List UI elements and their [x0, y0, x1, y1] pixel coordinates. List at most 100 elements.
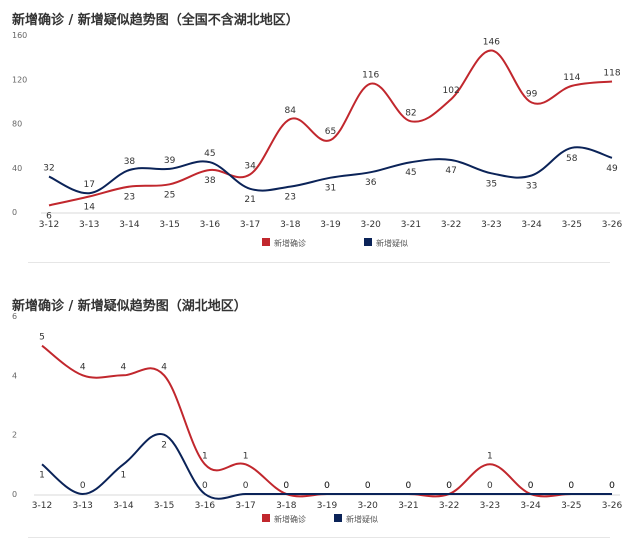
- data-label: 0: [487, 481, 493, 491]
- data-label: 49: [606, 164, 618, 174]
- x-tick-label: 3-15: [159, 220, 179, 230]
- y-tick-label: 6: [12, 312, 17, 321]
- data-label: 36: [365, 178, 377, 188]
- x-tick-label: 3-25: [561, 501, 581, 511]
- data-label: 45: [405, 168, 416, 178]
- x-tick-label: 3-13: [79, 220, 99, 230]
- x-tick-label: 3-20: [360, 220, 381, 230]
- x-tick-label: 3-26: [602, 501, 623, 511]
- data-label: 118: [603, 68, 620, 78]
- data-label: 114: [563, 73, 580, 83]
- data-label: 0: [609, 481, 615, 491]
- data-label: 0: [446, 481, 452, 491]
- data-label: 1: [202, 451, 208, 461]
- x-tick-label: 3-17: [240, 220, 260, 230]
- data-label: 39: [164, 156, 176, 166]
- data-label: 82: [405, 108, 416, 118]
- data-label: 102: [443, 86, 460, 96]
- chart-title: 新增确诊 / 新增疑似趋势图（全国不含湖北地区）: [12, 13, 299, 28]
- series-line-confirmed: [41, 344, 612, 498]
- chart-national: 0 40 80 120 160 3-12 3-13 3-14 3-15 3-16 3-17 3-18 3…: [12, 31, 623, 248]
- legend-item-suspected: 新增疑似: [364, 238, 408, 248]
- series-line-confirmed: [48, 49, 613, 207]
- data-label: 1: [121, 470, 127, 480]
- legend-swatch: [334, 514, 342, 522]
- y-tick-label: 2: [12, 431, 17, 440]
- x-tick-label: 3-14: [113, 501, 134, 511]
- y-tick-label: 40: [12, 164, 22, 173]
- divider: [28, 262, 610, 263]
- data-label: 17: [83, 180, 94, 190]
- x-tick-label: 3-17: [235, 501, 255, 511]
- data-label: 0: [365, 481, 371, 491]
- data-label: 14: [83, 203, 95, 213]
- data-label: 0: [283, 481, 289, 491]
- data-label: 0: [283, 481, 289, 491]
- data-label: 146: [483, 37, 500, 47]
- data-label: 0: [324, 481, 330, 491]
- data-label: 6: [46, 211, 52, 221]
- data-label: 25: [164, 190, 175, 200]
- x-tick-label: 3-26: [602, 220, 623, 230]
- data-label: 38: [204, 176, 216, 186]
- data-label: 1: [39, 470, 45, 480]
- data-label: 35: [486, 179, 497, 189]
- data-label: 34: [244, 161, 256, 171]
- legend-label: 新增确诊: [274, 238, 306, 248]
- data-label: 23: [285, 193, 296, 203]
- y-tick-label: 160: [12, 31, 27, 40]
- data-label: 4: [161, 362, 167, 372]
- x-tick-label: 3-23: [480, 501, 500, 511]
- data-label: 5: [39, 333, 45, 343]
- chart-hubei: 0 2 4 6 3-12 3-13 3-14 3-15 3-16 3-17 3-18 3-19 3-20…: [12, 312, 623, 524]
- x-tick-label: 3-12: [39, 220, 59, 230]
- chart-panel-hubei: 新增确诊 / 新增疑似趋势图（湖北地区） 0 2 4 6 3-12 3-13 3-14 3-1…: [0, 286, 640, 543]
- legend-swatch: [262, 514, 270, 522]
- x-tick-label: 3-21: [398, 501, 418, 511]
- data-label: 0: [609, 481, 615, 491]
- y-tick-label: 0: [12, 490, 17, 499]
- data-label: 4: [80, 362, 86, 372]
- data-label: 0: [243, 481, 249, 491]
- series-line-suspected: [41, 432, 612, 500]
- x-tick-label: 3-19: [317, 501, 338, 511]
- legend-label: 新增疑似: [346, 514, 378, 524]
- data-label: 47: [445, 166, 456, 176]
- x-tick-label: 3-20: [357, 501, 378, 511]
- x-tick-label: 3-13: [72, 501, 92, 511]
- x-tick-label: 3-19: [320, 220, 341, 230]
- legend-swatch: [364, 238, 372, 246]
- data-label: 31: [325, 184, 336, 194]
- data-label: 0: [80, 481, 86, 491]
- data-label: 32: [43, 164, 54, 174]
- legend-swatch: [262, 238, 270, 246]
- data-label: 0: [324, 481, 330, 491]
- data-label: 0: [202, 481, 208, 491]
- legend-label: 新增确诊: [274, 514, 306, 524]
- data-label: 0: [528, 481, 534, 491]
- data-label: 58: [566, 154, 578, 164]
- data-label: 1: [243, 451, 249, 461]
- x-tick-label: 3-14: [119, 220, 140, 230]
- data-label: 116: [362, 71, 379, 81]
- y-tick-label: 120: [12, 75, 27, 84]
- data-label: 84: [285, 106, 297, 116]
- x-tick-label: 3-22: [441, 220, 461, 230]
- legend-item-confirmed: 新增确诊: [262, 238, 306, 248]
- data-label: 23: [124, 193, 135, 203]
- series-line-suspected: [48, 146, 613, 195]
- x-tick-label: 3-25: [562, 220, 582, 230]
- data-label: 0: [568, 481, 574, 491]
- legend-item-suspected: 新增疑似: [334, 514, 378, 524]
- x-tick-label: 3-18: [280, 220, 301, 230]
- x-tick-label: 3-16: [200, 220, 221, 230]
- data-label: 0: [446, 481, 452, 491]
- data-label: 1: [487, 451, 493, 461]
- data-label: 0: [365, 481, 371, 491]
- data-label: 65: [325, 127, 336, 137]
- chart-title: 新增确诊 / 新增疑似趋势图（湖北地区）: [12, 299, 247, 314]
- x-tick-label: 3-24: [520, 501, 541, 511]
- legend-item-confirmed: 新增确诊: [262, 514, 306, 524]
- data-label: 33: [526, 181, 537, 191]
- x-tick-label: 3-16: [195, 501, 216, 511]
